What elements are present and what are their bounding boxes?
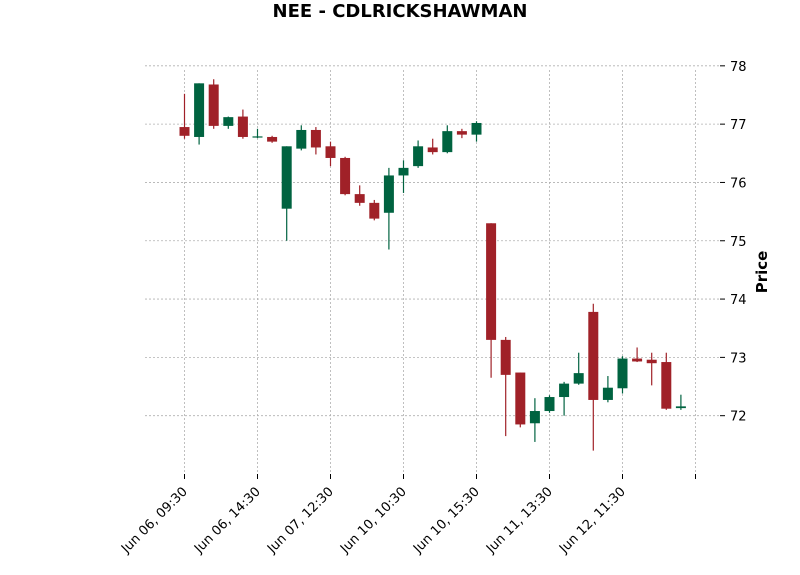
candle-body [471, 122, 482, 135]
x-tick-label: Jun 11, 13:30 [483, 484, 556, 557]
candle-body [617, 358, 628, 389]
candle-body [602, 387, 613, 400]
y-tick-label: 76 [730, 176, 747, 191]
candle-up [529, 398, 540, 442]
candle-body [675, 406, 686, 409]
candle-body [646, 359, 657, 364]
candle-body [588, 311, 599, 400]
candle-body [179, 127, 190, 136]
candle-down [369, 199, 380, 221]
candle-body [194, 83, 205, 137]
candle-down [500, 336, 511, 437]
candle-body [486, 223, 497, 340]
x-tick-label: Jun 06, 14:30 [191, 484, 264, 557]
x-tick-label: Jun 10, 15:30 [410, 484, 483, 557]
candle-body [413, 146, 424, 167]
candle-up [413, 140, 424, 168]
candle-body [632, 358, 643, 362]
candle-body [310, 129, 321, 148]
candle-up [617, 356, 628, 394]
candle-body [223, 117, 234, 126]
candle-up [194, 83, 205, 145]
x-tick-label: Jun 10, 10:30 [337, 484, 410, 557]
candle-body [427, 147, 438, 153]
candle-body [398, 167, 409, 176]
candle-up [223, 116, 234, 129]
candle-body [267, 136, 278, 142]
candle-up [602, 376, 613, 403]
grid [145, 65, 720, 474]
chart-title: NEE - CDLRICKSHAWMAN [273, 1, 528, 22]
candle-down [208, 79, 219, 129]
candle-up [296, 125, 307, 151]
y-tick-label: 72 [730, 410, 747, 425]
candle-up [383, 167, 394, 250]
candle-body [340, 157, 351, 195]
candle-down [486, 223, 497, 378]
candle-down [588, 303, 599, 451]
candle-down [646, 352, 657, 386]
candle-down [237, 109, 248, 139]
candle-up [471, 121, 482, 142]
candle-body [559, 383, 570, 398]
candle-down [427, 138, 438, 155]
candle-down [456, 128, 467, 139]
x-tick-label: Jun 12, 11:30 [556, 484, 629, 557]
candle-body [544, 397, 555, 412]
candle-body [515, 372, 526, 425]
candle-up [675, 394, 686, 410]
candle-down [267, 135, 278, 143]
y-tick-label: 75 [730, 235, 747, 250]
candle-body [529, 411, 540, 424]
axes: 72 73 74 75 76 77 78 Jun 06, 09:30 Jun 06, 14:30… [118, 60, 746, 557]
candle-body [383, 175, 394, 213]
x-tick-label: Jun 07, 12:30 [264, 484, 337, 557]
candle-down [661, 352, 672, 410]
y-tick-label: 73 [730, 351, 747, 366]
candle-body [369, 202, 380, 219]
y-tick-label: 74 [730, 293, 747, 308]
candle-down [354, 185, 365, 206]
candle-up [573, 352, 584, 385]
candle-down [325, 141, 336, 167]
candle-body [500, 339, 511, 375]
candle-up [442, 125, 453, 154]
candle-down [310, 127, 321, 155]
candles [179, 79, 686, 451]
candle-up [544, 395, 555, 413]
y-axis-label: Price [753, 251, 771, 294]
candle-body [354, 194, 365, 203]
candle-up [398, 160, 409, 193]
candle-down [632, 347, 643, 363]
candle-down [340, 156, 351, 196]
candle-up [559, 381, 570, 416]
candle-body [661, 362, 672, 409]
candle-body [573, 373, 584, 384]
y-tick-label: 77 [730, 118, 747, 133]
candle-down [179, 93, 190, 139]
candle-body [237, 116, 248, 137]
candle-body [296, 129, 307, 149]
candle-body [325, 146, 336, 158]
candle-body [281, 146, 292, 209]
x-tick-label: Jun 06, 09:30 [118, 484, 191, 557]
y-tick-label: 78 [730, 60, 747, 75]
candle-down [515, 372, 526, 428]
candle-body [208, 84, 219, 126]
candle-up [252, 128, 263, 139]
candle-body [442, 131, 453, 153]
candle-body [252, 136, 263, 138]
candle-body [456, 131, 467, 135]
candle-up [281, 146, 292, 241]
